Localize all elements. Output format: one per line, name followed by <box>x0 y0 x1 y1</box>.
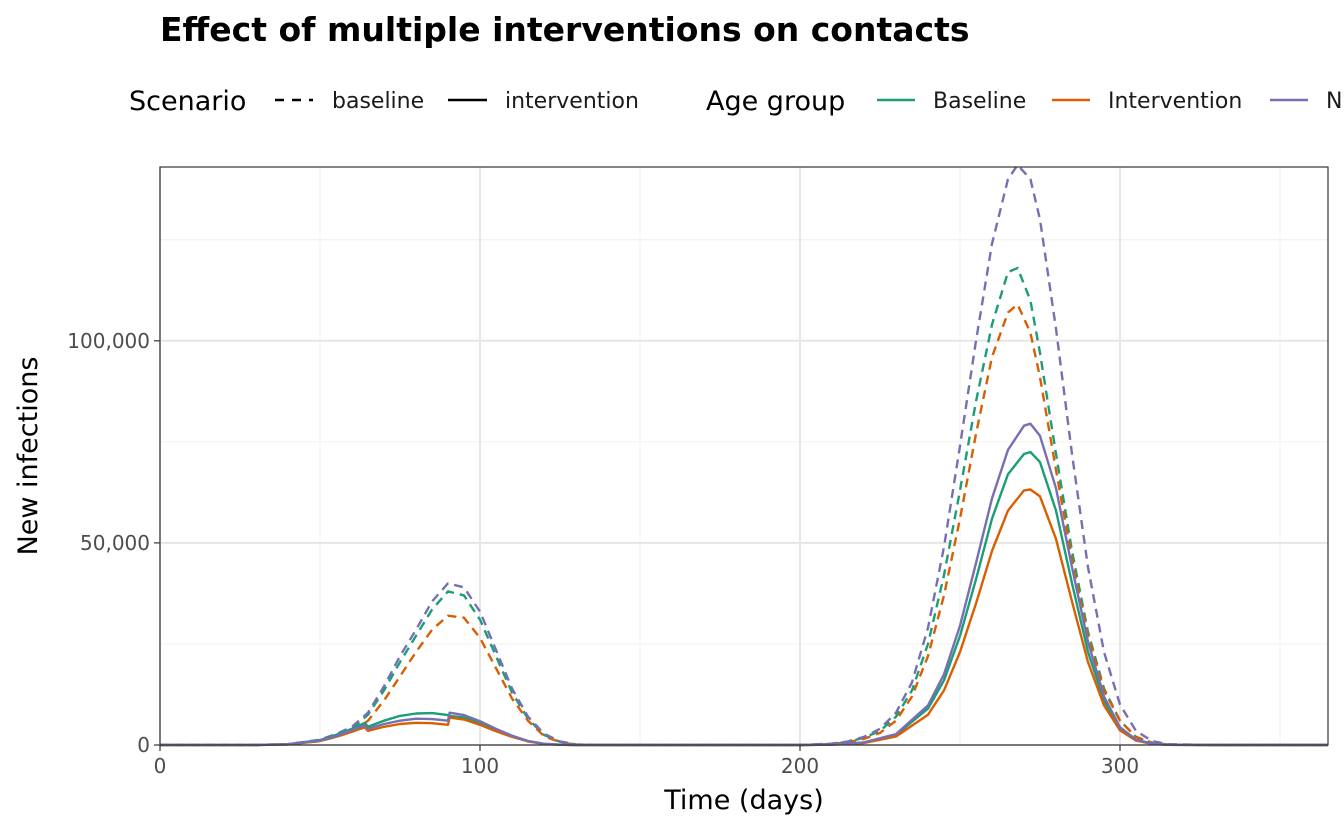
axis-ticks: 0 100 200 300 0 50,000 100,000 <box>67 329 1139 778</box>
x-tick-label: 200 <box>781 754 819 778</box>
legend-label-intervention: intervention <box>505 89 639 114</box>
y-tick-label: 0 <box>137 733 150 757</box>
x-tick-label: 100 <box>461 754 499 778</box>
legend: Scenario baseline intervention Age group… <box>129 86 1342 117</box>
legend-label-baseline: baseline <box>332 89 424 114</box>
legend-age-group-title: Age group <box>706 86 845 117</box>
y-axis-title: New infections <box>13 357 44 556</box>
plot-border <box>159 166 1329 746</box>
legend-label-color-n: N <box>1326 89 1342 114</box>
plot-background <box>160 167 1328 745</box>
x-axis-title: Time (days) <box>663 785 823 816</box>
legend-label-color-baseline: Baseline <box>933 89 1026 114</box>
x-tick-label: 300 <box>1101 754 1139 778</box>
y-tick-label: 100,000 <box>67 329 150 353</box>
series-line-baseline-intervention <box>160 303 1328 747</box>
legend-scenario-title: Scenario <box>129 86 246 117</box>
chart-title: Effect of multiple interventions on cont… <box>160 10 969 49</box>
x-tick-label: 0 <box>154 754 167 778</box>
y-tick-label: 50,000 <box>80 531 150 555</box>
legend-label-color-intervention: Intervention <box>1108 89 1242 114</box>
